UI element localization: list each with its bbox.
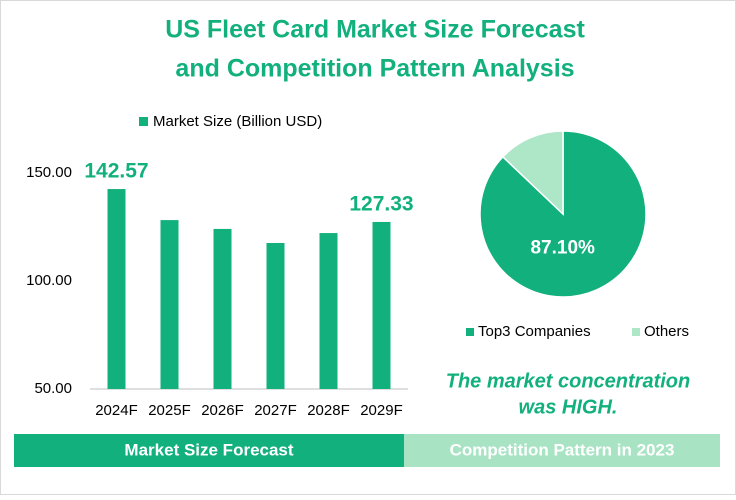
bar xyxy=(319,233,338,389)
x-tick-label: 2029F xyxy=(360,402,403,419)
x-tick-label: 2028F xyxy=(307,402,350,419)
annotation: was HIGH. xyxy=(519,396,618,418)
data-label: 87.10% xyxy=(530,237,595,258)
pie-slice xyxy=(501,130,564,216)
data-label: 142.57 xyxy=(84,160,148,183)
bar xyxy=(160,220,179,389)
y-tick-label: 150.00 xyxy=(26,164,72,181)
legend-label: Market Size (Billion USD) xyxy=(153,113,322,130)
caption: Market Size Forecast xyxy=(124,440,293,459)
bar xyxy=(372,221,391,389)
bar xyxy=(266,242,285,389)
bar xyxy=(107,189,126,389)
legend-label: Top3 Companies xyxy=(478,323,591,340)
legend-swatch xyxy=(632,328,640,336)
title: US Fleet Card Market Size Forecast xyxy=(165,16,585,44)
y-tick-label: 100.00 xyxy=(26,272,72,289)
bar xyxy=(213,228,232,389)
caption-band xyxy=(404,434,720,467)
x-tick-label: 2027F xyxy=(254,402,297,419)
annotation: The market concentration xyxy=(446,370,691,392)
caption: Competition Pattern in 2023 xyxy=(450,440,675,459)
legend-label: Others xyxy=(644,323,689,340)
legend-swatch xyxy=(139,117,148,126)
x-tick-label: 2024F xyxy=(95,402,138,419)
y-tick-label: 50.00 xyxy=(34,380,72,397)
legend-swatch xyxy=(466,328,474,336)
title: and Competition Pattern Analysis xyxy=(175,55,574,83)
x-tick-label: 2026F xyxy=(201,402,244,419)
x-tick-label: 2025F xyxy=(148,402,191,419)
caption-band xyxy=(14,434,404,467)
data-label: 127.33 xyxy=(349,193,413,216)
